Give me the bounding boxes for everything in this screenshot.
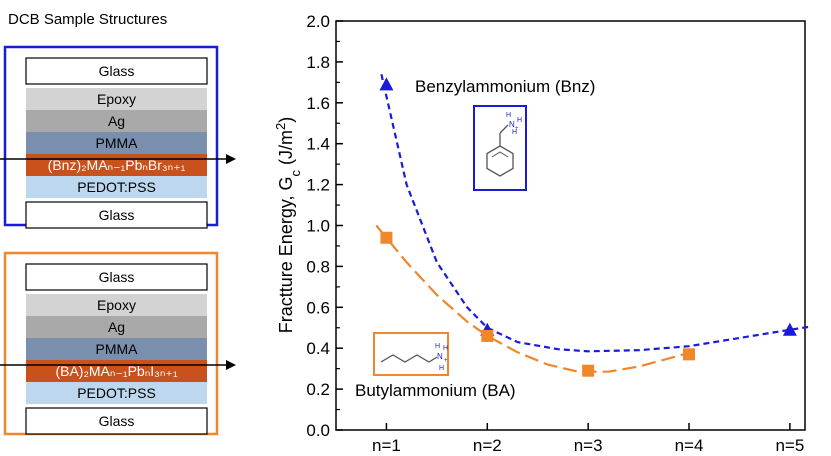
butylammonium-structure-icon: N H H H + xyxy=(373,332,449,376)
stack-layer-label-bnz-5: PEDOT:PSS xyxy=(77,179,156,195)
y-tick-label: 0.2 xyxy=(306,380,330,399)
x-axis-ticks: n=1 n=2 n=3 n=4 n=5 xyxy=(372,423,804,455)
y-tick-label: 1.8 xyxy=(306,53,330,72)
crack-arrow-head-ba xyxy=(226,360,236,370)
svg-text:H: H xyxy=(517,117,522,124)
y-tick-label: 0.8 xyxy=(306,257,330,276)
data-point-triangle xyxy=(782,322,797,336)
x-tick-label: n=4 xyxy=(675,436,704,455)
fit-line-series-1 xyxy=(375,224,700,373)
stack-layer-bnz-2 xyxy=(26,110,207,132)
y-tick-label: 1.4 xyxy=(306,135,330,154)
bnz-annotation-label: Benzylammonium (Bnz) xyxy=(415,77,595,96)
data-point-square xyxy=(683,348,696,361)
ba-annotation-label: Butylammonium (BA) xyxy=(355,381,516,400)
svg-text:N: N xyxy=(437,352,443,361)
y-axis-ticks: 0.0 0.2 0.4 0.6 0.8 1.0 1.2 1.4 1.6 1.8 2.0 xyxy=(306,12,343,440)
benzylammonium-structure-icon: N H H H + xyxy=(473,105,527,191)
sample-stacks: Glass Epoxy Ag PMMA (Bnz)₂MAₙ₋₁PbₙBr₃ₙ₊₁ PEDO… xyxy=(0,45,236,436)
y-tick-label: 0.6 xyxy=(306,298,330,317)
stack-layer-ba-1 xyxy=(26,294,207,316)
stack-layer-label-ba-6: Glass xyxy=(99,413,135,429)
stack-layer-label-bnz-0: Glass xyxy=(99,63,135,79)
y-tick-label: 1.2 xyxy=(306,176,330,195)
y-tick-label: 0.0 xyxy=(306,421,330,440)
stack-layer-ba-6 xyxy=(25,407,208,435)
crack-arrow-head-bnz xyxy=(226,154,236,164)
y-tick-label: 1.0 xyxy=(306,217,330,236)
stack-layer-label-ba-5: PEDOT:PSS xyxy=(77,385,156,401)
fit-line-series-0 xyxy=(380,73,811,353)
stack-layer-ba-2 xyxy=(26,316,207,338)
fracture-energy-chart: 0.0 0.2 0.4 0.6 0.8 1.0 1.2 1.4 1.6 1.8 2.0 n=1 n=2… xyxy=(273,12,811,455)
stack-layer-ba-0 xyxy=(25,263,208,291)
stack-layer-label-bnz-3: PMMA xyxy=(96,135,139,151)
y-tick-label: 1.6 xyxy=(306,94,330,113)
data-point-square xyxy=(582,364,595,377)
y-tick-label: 0.4 xyxy=(306,339,330,358)
stack-layer-label-ba-4: (BA)₂MAₙ₋₁PbₙI₃ₙ₊₁ xyxy=(55,363,177,379)
data-point-triangle xyxy=(379,77,394,91)
stack-layer-label-bnz-6: Glass xyxy=(99,207,135,223)
y-axis-title: Fractture Energy, Gc (J/m2) xyxy=(273,117,303,333)
fit-curves xyxy=(375,73,811,373)
y-tick-label: 2.0 xyxy=(306,12,330,31)
svg-text:+: + xyxy=(444,358,448,364)
data-markers xyxy=(379,77,797,377)
svg-text:N: N xyxy=(509,120,515,129)
x-tick-label: n=1 xyxy=(372,436,401,455)
x-tick-label: n=3 xyxy=(574,436,603,455)
stack-layer-label-bnz-2: Ag xyxy=(108,113,125,129)
stack-layer-label-ba-0: Glass xyxy=(99,269,135,285)
stack-layer-label-ba-3: PMMA xyxy=(96,341,139,357)
stack-layer-label-ba-1: Epoxy xyxy=(97,297,136,313)
stack-layer-label-ba-2: Ag xyxy=(108,319,125,335)
stack-layer-bnz-3 xyxy=(26,132,207,154)
stack-layer-label-bnz-4: (Bnz)₂MAₙ₋₁PbₙBr₃ₙ₊₁ xyxy=(48,157,186,173)
stack-layer-bnz-1 xyxy=(26,88,207,110)
data-point-square xyxy=(481,329,494,342)
stack-layer-label-bnz-1: Epoxy xyxy=(97,91,136,107)
svg-text:H: H xyxy=(512,129,517,136)
stack-layer-bnz-0 xyxy=(25,57,208,85)
stack-layer-ba-3 xyxy=(26,338,207,360)
panel-title: DCB Sample Structures xyxy=(8,11,167,28)
svg-text:H: H xyxy=(435,343,440,350)
stack-layer-ba-5 xyxy=(26,382,207,404)
stack-layer-bnz-6 xyxy=(25,201,208,229)
svg-text:H: H xyxy=(443,345,448,352)
svg-text:+: + xyxy=(515,126,519,132)
data-point-square xyxy=(380,231,393,244)
svg-text:H: H xyxy=(506,112,511,119)
x-tick-label: n=5 xyxy=(775,436,804,455)
svg-text:H: H xyxy=(439,365,444,372)
stack-layer-bnz-5 xyxy=(26,176,207,198)
x-tick-label: n=2 xyxy=(473,436,502,455)
